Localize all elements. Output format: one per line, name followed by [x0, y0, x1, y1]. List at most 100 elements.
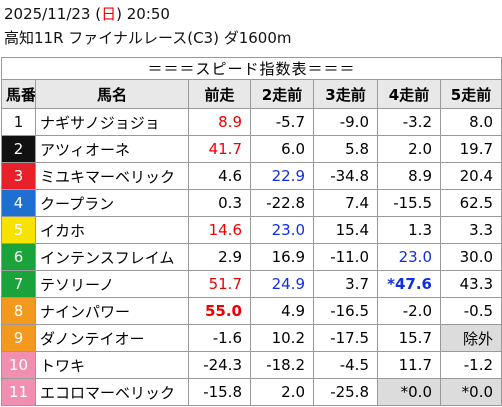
column-header: 3走前	[313, 79, 378, 109]
speed-index: 15.7	[377, 324, 441, 352]
speed-index: 3.7	[313, 270, 378, 298]
horse-name: クープラン	[35, 189, 189, 217]
horse-row: 4 クープラン 0.3 -22.8 7.4 -15.5 62.5	[1, 189, 502, 217]
speed-index: 8.9	[377, 162, 441, 190]
speed-index: -0.5	[439, 297, 502, 325]
time: 20:50	[126, 5, 170, 23]
horse-name: ダノンテイオー	[35, 324, 189, 352]
horse-row: 10 トワキ -24.3 -18.2 -4.5 11.7 -1.2	[1, 351, 502, 379]
speed-index: 43.3	[439, 270, 502, 298]
speed-index: 11.7	[377, 351, 441, 379]
horse-row: 7 テソリーノ 51.7 24.9 3.7 *47.6 43.3	[1, 270, 502, 298]
speed-index: -1.6	[188, 324, 251, 352]
horse-row: 11 エコロマーベリック -15.8 2.0 -25.8 *0.0 *0.0	[1, 378, 502, 406]
speed-index: 3.3	[439, 216, 502, 244]
horse-number: 1	[1, 108, 36, 136]
speed-index: 24.9	[250, 270, 314, 298]
speed-index: 55.0	[188, 297, 251, 325]
speed-index: 41.7	[188, 135, 251, 163]
column-header: 4走前	[377, 79, 441, 109]
horse-number: 3	[1, 162, 36, 190]
horse-row: 2 アツィオーネ 41.7 6.0 5.8 2.0 19.7	[1, 135, 502, 163]
speed-index: -1.2	[439, 351, 502, 379]
speed-index: -24.3	[188, 351, 251, 379]
speed-index: 23.0	[250, 216, 314, 244]
horse-row: 1 ナギサノジョジョ 8.9 -5.7 -9.0 -3.2 8.0	[1, 108, 502, 136]
speed-index: 0.3	[188, 189, 251, 217]
speed-index: 6.0	[250, 135, 314, 163]
speed-index: *47.6	[377, 270, 441, 298]
horse-number: 2	[1, 135, 36, 163]
speed-index: 1.3	[377, 216, 441, 244]
speed-index: 除外	[439, 324, 502, 352]
speed-index: *0.0	[439, 378, 502, 406]
column-header: 5走前	[439, 79, 502, 109]
speed-index: 8.0	[439, 108, 502, 136]
horse-number: 5	[1, 216, 36, 244]
speed-index: 62.5	[439, 189, 502, 217]
speed-index: 2.0	[250, 378, 314, 406]
speed-index: -11.0	[313, 243, 378, 271]
speed-index: -16.5	[313, 297, 378, 325]
speed-index: 4.9	[250, 297, 314, 325]
speed-index: -2.0	[377, 297, 441, 325]
speed-index: 5.8	[313, 135, 378, 163]
horse-row: 6 インテンスフレイム 2.9 16.9 -11.0 23.0 30.0	[1, 243, 502, 271]
speed-index: 15.4	[313, 216, 378, 244]
horse-row: 9 ダノンテイオー -1.6 10.2 -17.5 15.7 除外	[1, 324, 502, 352]
column-header: 2走前	[250, 79, 314, 109]
horse-row: 8 ナインパワー 55.0 4.9 -16.5 -2.0 -0.5	[1, 297, 502, 325]
speed-index: 51.7	[188, 270, 251, 298]
speed-index: 14.6	[188, 216, 251, 244]
speed-index: 16.9	[250, 243, 314, 271]
speed-index: -15.8	[188, 378, 251, 406]
speed-index-table: ＝＝＝スピード指数表＝＝＝ 馬番 馬名 前走 2走前 3走前 4走前 5走前 1 ナギサノジョ…	[0, 57, 502, 406]
horse-name: エコロマーベリック	[35, 378, 189, 406]
column-header: 馬番	[1, 79, 36, 109]
horse-number: 8	[1, 297, 36, 325]
horse-name: ナギサノジョジョ	[35, 108, 189, 136]
horse-name: テソリーノ	[35, 270, 189, 298]
date-line: 2025/11/23 (日) 20:50	[4, 5, 170, 23]
horse-number: 11	[1, 378, 36, 406]
column-header: 馬名	[35, 79, 189, 109]
race-header: 2025/11/23 (日) 20:50 高知11R ファイナルレース(C3) …	[4, 2, 292, 50]
speed-index: -9.0	[313, 108, 378, 136]
race-name: 高知11R ファイナルレース(C3) ダ1600m	[4, 29, 292, 47]
horse-name: ミユキマーベリック	[35, 162, 189, 190]
speed-index: 8.9	[188, 108, 251, 136]
speed-index: -15.5	[377, 189, 441, 217]
speed-index: -22.8	[250, 189, 314, 217]
speed-index: -18.2	[250, 351, 314, 379]
horse-number: 9	[1, 324, 36, 352]
horse-number: 6	[1, 243, 36, 271]
horse-number: 10	[1, 351, 36, 379]
horse-number: 7	[1, 270, 36, 298]
speed-index: 20.4	[439, 162, 502, 190]
horse-number: 4	[1, 189, 36, 217]
date: 2025/11/23	[4, 5, 91, 23]
column-header: 前走	[188, 79, 251, 109]
horse-row: 5 イカホ 14.6 23.0 15.4 1.3 3.3	[1, 216, 502, 244]
speed-index: -25.8	[313, 378, 378, 406]
speed-index: 22.9	[250, 162, 314, 190]
horse-name: トワキ	[35, 351, 189, 379]
weekday: 日	[101, 5, 117, 23]
speed-index: -4.5	[313, 351, 378, 379]
speed-index: -5.7	[250, 108, 314, 136]
speed-index: 4.6	[188, 162, 251, 190]
table-title: ＝＝＝スピード指数表＝＝＝	[0, 57, 502, 80]
speed-index: 19.7	[439, 135, 502, 163]
speed-index: 23.0	[377, 243, 441, 271]
speed-index: 10.2	[250, 324, 314, 352]
speed-index: 2.0	[377, 135, 441, 163]
speed-index: -17.5	[313, 324, 378, 352]
speed-index: 7.4	[313, 189, 378, 217]
speed-index: 2.9	[188, 243, 251, 271]
horse-name: アツィオーネ	[35, 135, 189, 163]
speed-index: 30.0	[439, 243, 502, 271]
horse-row: 3 ミユキマーベリック 4.6 22.9 -34.8 8.9 20.4	[1, 162, 502, 190]
speed-index: -3.2	[377, 108, 441, 136]
horse-name: イカホ	[35, 216, 189, 244]
